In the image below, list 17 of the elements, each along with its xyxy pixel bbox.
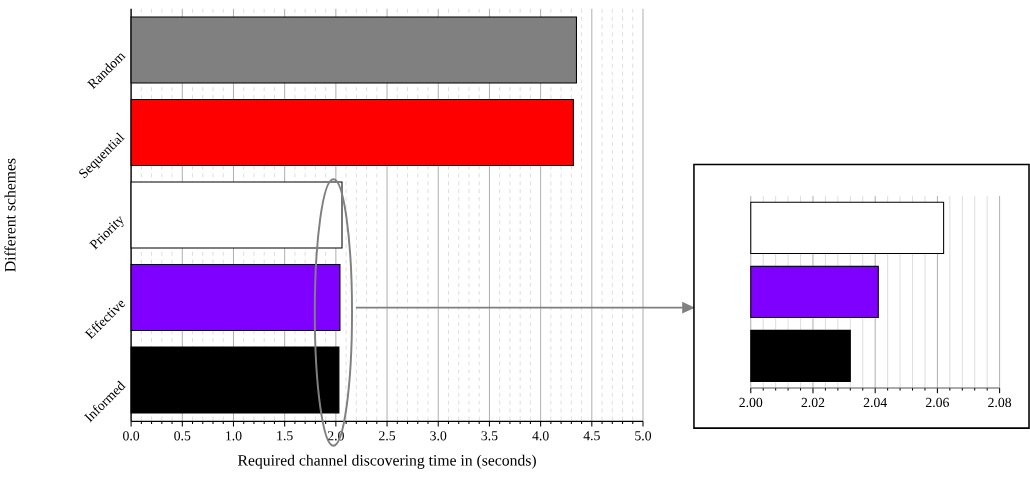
- x-tick-label: 2.00: [739, 397, 763, 408]
- x-tick-label: 4.5: [583, 431, 600, 441]
- x-tick-label: 2.04: [863, 397, 887, 408]
- x-tick-label: 4.0: [532, 431, 549, 441]
- x-tick-label: 3.5: [481, 431, 498, 441]
- x-tick-label: 1.0: [226, 431, 242, 441]
- x-axis-title: Required channel discovering time in (seconds): [237, 454, 536, 469]
- x-tick-label: 2.02: [801, 397, 825, 408]
- x-tick-label: 1.5: [277, 431, 293, 441]
- x-tick-label: 0.0: [123, 431, 140, 441]
- y-axis-title: Different schemes: [4, 158, 16, 272]
- x-tick-label: 5.0: [635, 431, 652, 441]
- x-tick-label: 2.08: [988, 397, 1012, 408]
- x-tick-label: 2.5: [379, 431, 396, 441]
- x-tick-label: 2.06: [925, 397, 949, 408]
- x-tick-label: 0.5: [174, 431, 191, 441]
- x-tick-label: 3.0: [430, 431, 447, 441]
